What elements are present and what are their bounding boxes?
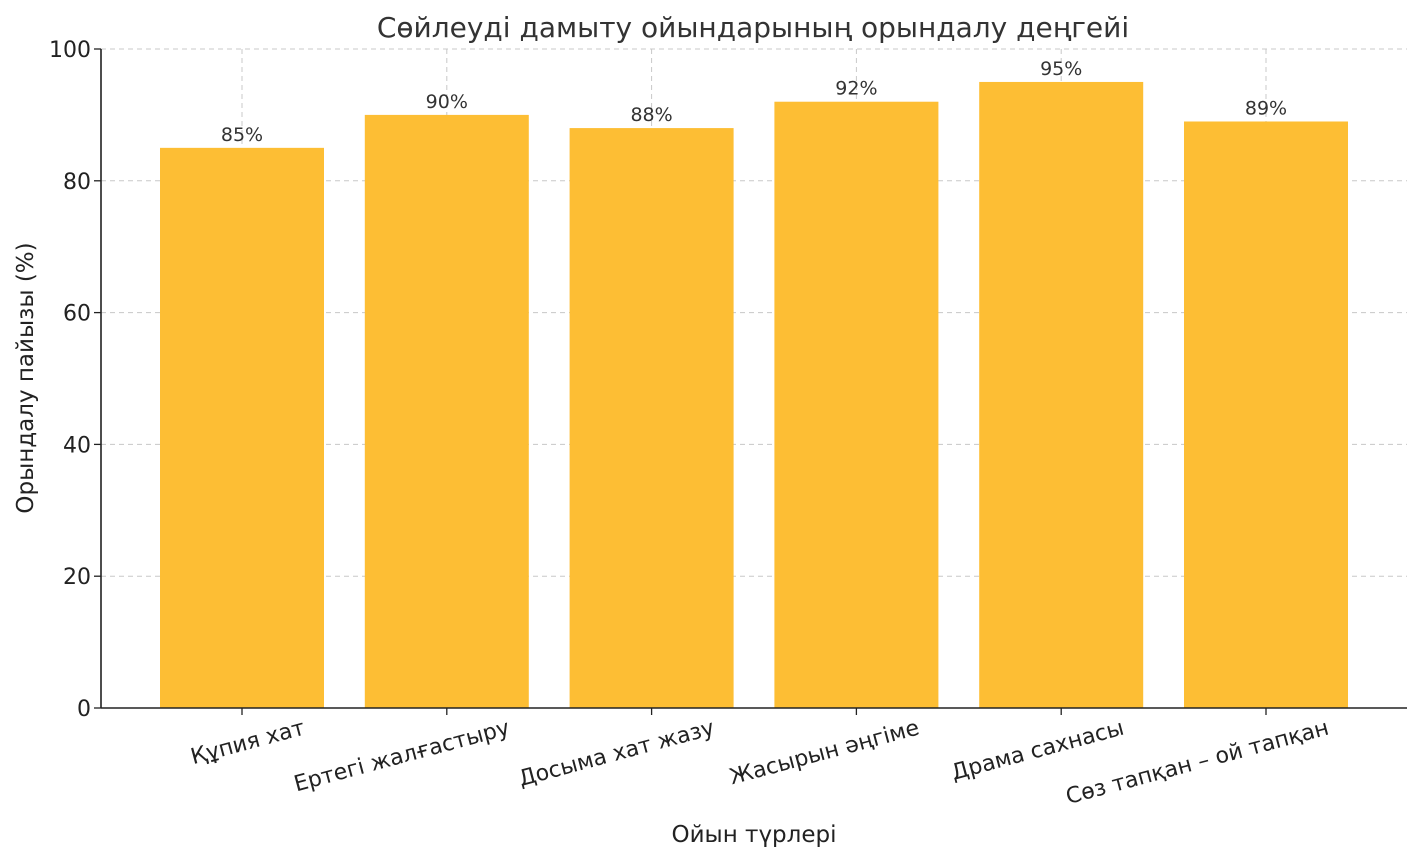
bar: [160, 147, 324, 709]
y-tick-label: 100: [49, 38, 91, 63]
x-tick-label: Ертегі жалғастыру: [291, 716, 512, 798]
data-labels: 85% 90% 88% 92% 95% 89%: [221, 58, 1287, 146]
y-tick-label: 40: [63, 433, 91, 458]
axes: [100, 49, 1407, 709]
y-tick-label: 60: [63, 302, 91, 327]
bar: [979, 81, 1144, 708]
bar: [774, 101, 939, 709]
chart-title: Сөйлеуді дамыту ойындарының орындалу дең…: [377, 11, 1129, 44]
y-axis-title: Орындалу пайызы (%): [13, 242, 39, 513]
x-tick-label: Досыма хат жазу: [516, 716, 717, 792]
y-tick-label: 20: [63, 565, 91, 590]
y-tick-label: 0: [77, 697, 91, 722]
x-axis-title: Ойын түрлері: [671, 822, 836, 848]
bar-value-label: 92%: [835, 78, 877, 100]
x-tick-label: Құпия хат: [188, 716, 308, 770]
bar-value-label: 85%: [221, 124, 263, 146]
y-tick-label: 80: [63, 170, 91, 195]
x-tick-label: Жасырын әңгіме: [727, 716, 922, 791]
bars: [160, 81, 1348, 709]
bar: [569, 128, 734, 708]
bar-value-label: 90%: [426, 91, 468, 113]
bar: [1184, 121, 1348, 709]
bar-value-label: 89%: [1245, 97, 1287, 119]
bar-value-label: 88%: [630, 104, 672, 126]
bar: [364, 114, 529, 708]
y-ticks: 0 20 40 60 80 100: [49, 38, 101, 722]
bar-value-label: 95%: [1040, 58, 1082, 80]
